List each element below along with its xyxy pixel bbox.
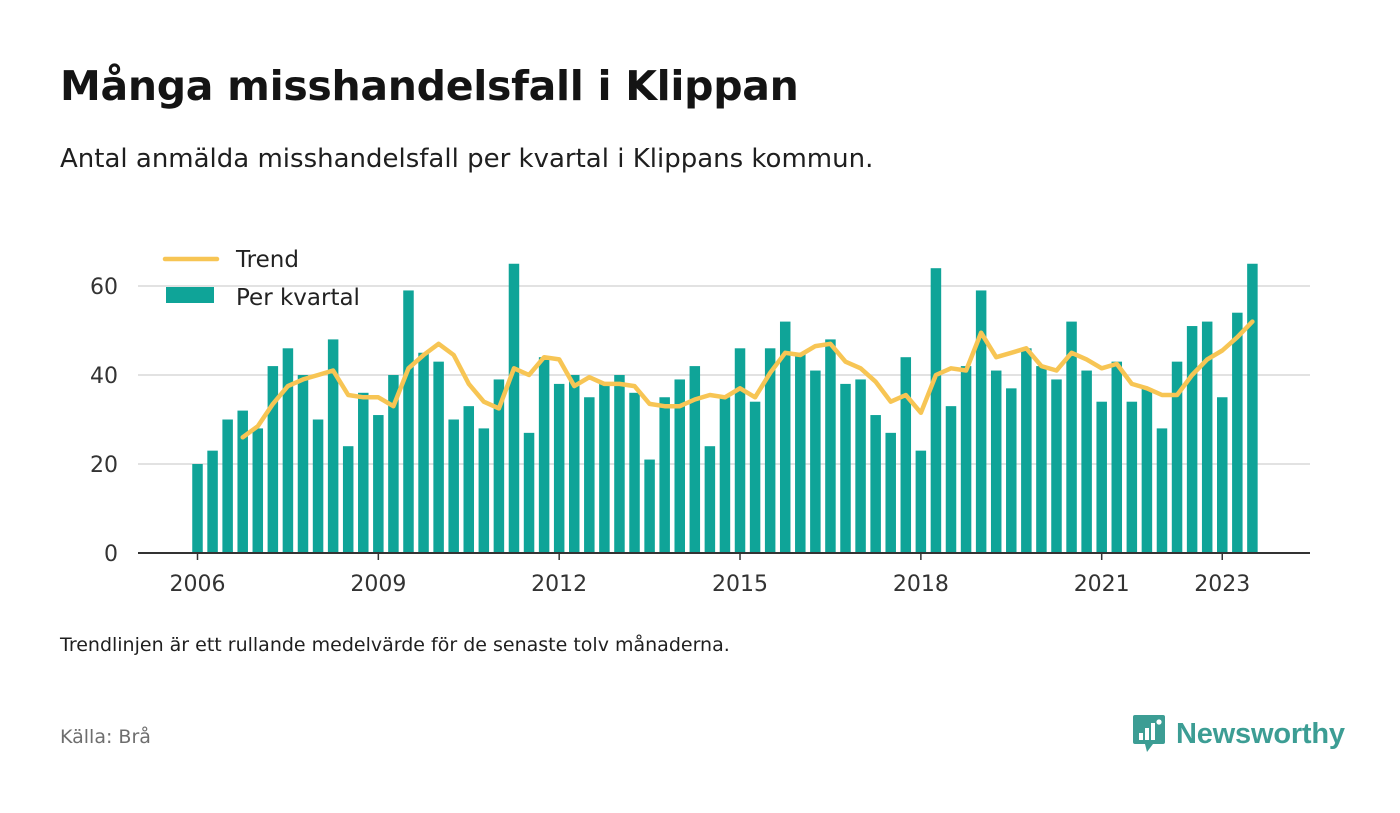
bar <box>342 446 354 553</box>
brand-name: Newsworthy <box>1176 717 1345 750</box>
bar <box>237 410 248 553</box>
bar <box>945 406 957 553</box>
bar <box>1036 366 1047 553</box>
bar <box>1156 428 1168 553</box>
bar <box>779 321 791 553</box>
bar <box>1171 361 1183 553</box>
y-tick-label: 60 <box>90 275 118 300</box>
bar <box>1201 321 1213 553</box>
bar <box>885 432 896 553</box>
bar <box>1096 401 1107 553</box>
bar <box>810 370 821 553</box>
bar <box>448 419 459 553</box>
bar <box>1006 388 1017 553</box>
bar <box>403 290 414 553</box>
bar <box>915 450 927 553</box>
x-tick-label: 2006 <box>170 572 226 597</box>
bar <box>252 428 264 553</box>
bar <box>1051 379 1062 553</box>
bar <box>1021 348 1032 553</box>
bar <box>960 366 972 553</box>
bar <box>584 397 595 553</box>
bar <box>749 401 761 553</box>
bar <box>930 268 942 553</box>
y-tick-label: 40 <box>90 364 118 389</box>
bar <box>569 375 580 553</box>
bar <box>840 383 851 553</box>
bar <box>207 450 218 553</box>
bar <box>282 348 294 553</box>
bar <box>1066 321 1077 553</box>
legend-swatch-per-kvartal <box>166 287 214 303</box>
bar <box>433 361 444 553</box>
brand-logo: Newsworthy <box>1132 712 1345 756</box>
bar <box>1126 401 1138 553</box>
bar <box>297 375 309 553</box>
bar <box>192 464 203 553</box>
legend-label-trend: Trend <box>235 247 299 273</box>
bar <box>689 366 701 553</box>
bar <box>674 379 685 553</box>
bar <box>463 406 475 553</box>
x-tick-label: 2018 <box>893 572 949 597</box>
bar <box>493 379 505 553</box>
x-tick-label: 2023 <box>1194 572 1250 597</box>
y-tick-label: 20 <box>90 453 118 478</box>
legend-label-per-kvartal: Per kvartal <box>236 285 360 311</box>
bar <box>508 263 520 553</box>
bar <box>975 290 987 553</box>
bar <box>553 383 565 553</box>
bar <box>734 348 746 553</box>
bar <box>644 459 655 553</box>
bar <box>523 432 535 553</box>
bar <box>222 419 233 553</box>
newsworthy-logo-icon <box>1133 715 1165 752</box>
bar <box>1217 397 1228 553</box>
bar <box>1247 263 1258 553</box>
bar <box>373 415 384 553</box>
bar <box>900 357 912 553</box>
trend-line <box>240 319 1255 440</box>
bar <box>1081 370 1092 553</box>
bar <box>614 375 625 553</box>
x-tick-label: 2009 <box>350 572 406 597</box>
bar <box>659 397 670 553</box>
source-text: Källa: Brå <box>60 726 151 748</box>
bar <box>1141 388 1153 553</box>
bar <box>312 419 324 553</box>
bar <box>1232 312 1243 553</box>
bar <box>418 352 429 553</box>
bar <box>825 339 836 553</box>
chart-subtitle: Antal anmälda misshandelsfall per kvarta… <box>60 144 874 174</box>
bar <box>478 428 490 553</box>
bar <box>990 370 1002 553</box>
bar <box>870 415 881 553</box>
bar <box>538 357 550 553</box>
bar <box>1111 361 1123 553</box>
bar <box>795 352 806 553</box>
bar <box>599 383 610 553</box>
chart-title: Många misshandelsfall i Klippan <box>60 62 799 110</box>
chart-note: Trendlinjen är ett rullande medelvärde f… <box>60 634 730 656</box>
y-tick-label: 0 <box>104 542 118 567</box>
bar <box>267 366 279 553</box>
bar <box>388 375 399 553</box>
x-tick-label: 2021 <box>1074 572 1130 597</box>
x-tick-label: 2012 <box>531 572 587 597</box>
x-tick-label: 2015 <box>712 572 768 597</box>
bar <box>764 348 776 553</box>
bar <box>327 339 339 553</box>
bar <box>719 397 731 553</box>
bar <box>855 379 866 553</box>
bar <box>358 392 369 553</box>
bar <box>629 392 640 553</box>
bar <box>704 446 716 553</box>
bar <box>1186 326 1198 553</box>
chart: 0 20 40 60 2006 2009 2012 2015 2018 2021 2023 Trend… <box>90 247 1310 597</box>
